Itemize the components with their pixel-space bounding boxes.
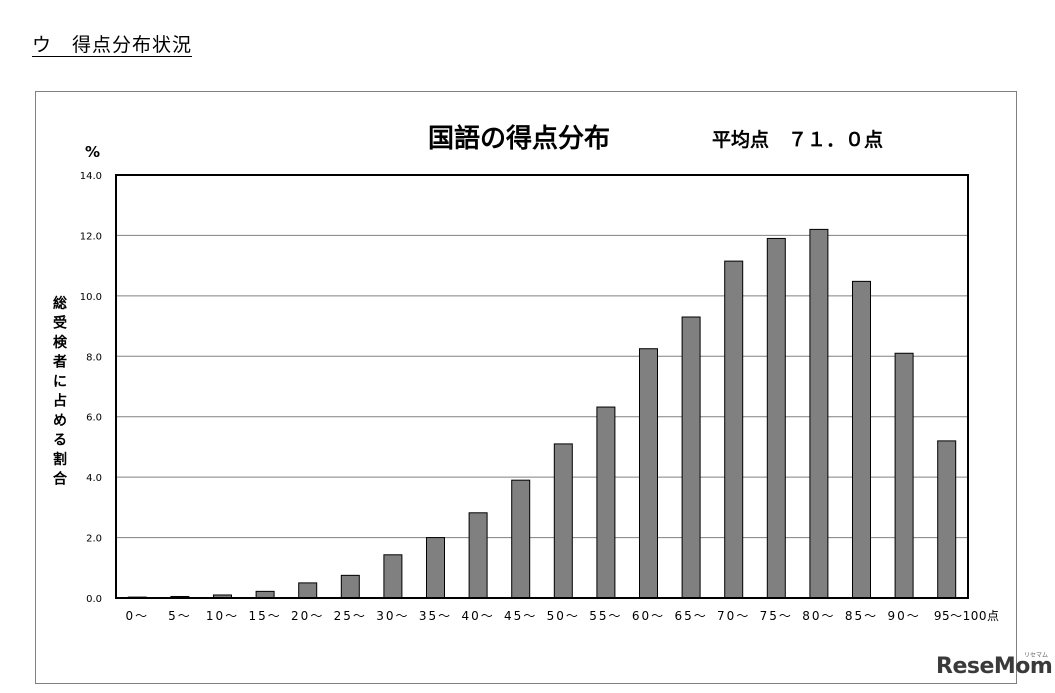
resemom-logo: ReseMom — [936, 654, 1053, 679]
bars — [127, 228, 957, 599]
section-heading: ウ 得点分布状況 — [32, 34, 193, 56]
x-tick-label: 10〜 — [206, 609, 239, 623]
x-tick-label: 0〜 — [125, 609, 149, 623]
bar — [724, 260, 744, 599]
y-axis-label-char: 総 — [53, 295, 67, 312]
x-tick-label: 65〜 — [674, 609, 707, 623]
y-axis-label-char: 検 — [53, 334, 68, 351]
x-tick-label: 45〜 — [504, 609, 537, 623]
bar — [383, 554, 403, 599]
x-tick-label: 80〜 — [802, 609, 835, 623]
bar — [639, 348, 658, 599]
bar — [681, 316, 701, 599]
y-unit-label: % — [85, 143, 100, 161]
chart-frame: 国語の得点分布 平均点 ７１．０点 % 総受検者に占める割合 0.0 2.0 4.0… — [35, 91, 1017, 684]
x-tick-label: 15〜 — [248, 609, 281, 623]
x-tick-label: 30〜 — [376, 609, 409, 623]
bar — [298, 582, 318, 599]
y-tick-label: 14.0 — [80, 171, 102, 182]
bar — [766, 237, 786, 599]
x-tick-label: 5〜 — [168, 609, 192, 623]
x-tick-label: 40〜 — [461, 609, 494, 623]
x-tick-label: 55〜 — [589, 609, 622, 623]
bar — [340, 574, 360, 599]
y-tick-label: 12.0 — [80, 231, 102, 242]
x-tick-label: 95〜100点 — [934, 609, 1000, 623]
x-tick-label: 60〜 — [632, 609, 665, 623]
y-axis-label-char: 受 — [53, 315, 67, 332]
y-tick-label: 0.0 — [86, 594, 102, 605]
average-score-label: 平均点 ７１．０点 — [712, 128, 883, 151]
bar — [809, 228, 829, 599]
x-tick-label: 35〜 — [419, 609, 452, 623]
bar — [468, 512, 488, 599]
y-tick-label: 6.0 — [86, 413, 102, 424]
x-tick-label: 90〜 — [887, 609, 920, 623]
x-tick-label: 20〜 — [291, 609, 324, 623]
y-tick-label: 10.0 — [80, 292, 102, 303]
bar — [894, 352, 914, 599]
bar — [937, 440, 957, 599]
bar — [852, 280, 871, 599]
x-tick-label: 85〜 — [845, 609, 878, 623]
y-tick-labels: 0.0 2.0 4.0 6.0 8.0 10.0 12.0 14.0 — [80, 171, 102, 605]
resemom-logo-sub: リセマム — [1024, 652, 1049, 659]
y-axis-label-char: 合 — [53, 471, 68, 488]
plot-area-border — [115, 174, 969, 599]
y-axis-label-char: 者 — [53, 355, 67, 371]
y-axis-label-char: る — [53, 433, 67, 449]
x-tick-label: 75〜 — [760, 609, 793, 623]
x-tick-labels: 0〜 5〜 10〜 15〜 20〜 25〜 30〜 35〜 40〜 45〜 50〜 55〜 60〜 65〜… — [125, 609, 999, 623]
bar — [511, 479, 531, 599]
bar — [596, 406, 616, 599]
y-axis-label-char: 占 — [53, 393, 67, 410]
x-tick-label: 50〜 — [547, 609, 580, 623]
y-axis-label-char: め — [53, 413, 67, 429]
y-axis-label-char: に — [53, 374, 67, 390]
y-tick-label: 4.0 — [86, 473, 102, 484]
x-tick-label: 25〜 — [334, 609, 367, 623]
bar — [426, 537, 445, 599]
gridlines — [116, 234, 968, 539]
y-axis-label-char: 割 — [53, 451, 67, 468]
y-tick-label: 8.0 — [86, 352, 102, 363]
chart-title: 国語の得点分布 — [428, 123, 610, 154]
bar — [553, 443, 573, 599]
x-tick-label: 70〜 — [717, 609, 750, 623]
y-tick-label: 2.0 — [86, 534, 102, 545]
